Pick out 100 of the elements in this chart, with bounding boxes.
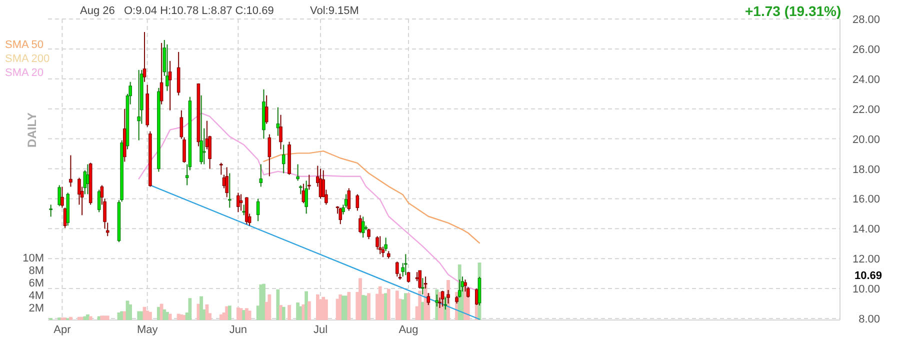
candlestick xyxy=(356,194,360,212)
line-series xyxy=(263,150,480,244)
bar xyxy=(200,296,203,320)
bar xyxy=(367,293,370,320)
legend-label: SMA 200 xyxy=(5,53,50,65)
candlestick xyxy=(418,270,422,290)
candlestick xyxy=(259,164,263,188)
bar xyxy=(188,298,192,320)
y-tick-label: 18.00 xyxy=(852,164,880,176)
candlestick xyxy=(308,174,311,190)
candlestick xyxy=(160,42,164,105)
candlestick xyxy=(256,198,260,222)
bar xyxy=(245,308,248,320)
candlestick xyxy=(225,166,228,198)
candlestick xyxy=(376,236,379,250)
candlestick xyxy=(236,192,240,213)
y-tick-label: 26.00 xyxy=(852,44,880,56)
candlestick xyxy=(220,162,223,176)
text: SMA 50 xyxy=(5,39,44,51)
bar xyxy=(288,305,291,320)
y-tick-label: 28.00 xyxy=(852,14,880,26)
y-tick-label: 12.00 xyxy=(852,254,880,266)
bar xyxy=(248,310,252,320)
bar xyxy=(162,309,166,320)
candlestick xyxy=(358,214,362,234)
x-tick-label: May xyxy=(136,324,158,336)
annotation: +1.73 (19.31%) xyxy=(745,3,842,19)
candlestick xyxy=(421,278,424,296)
y-tick-label: 10.00 xyxy=(852,284,880,296)
candlestick xyxy=(304,180,308,214)
text: O:9.04 H:10.78 L:8.87 C:10.69 xyxy=(124,5,274,17)
bar xyxy=(304,291,308,320)
bar xyxy=(347,292,351,320)
bar xyxy=(316,294,320,320)
candlestick xyxy=(245,196,248,225)
bar xyxy=(148,312,152,320)
bar xyxy=(128,304,132,320)
candlestick xyxy=(361,216,365,238)
x-tick-label: Jun xyxy=(229,324,248,336)
candlestick xyxy=(279,114,282,150)
text: 10.69 xyxy=(854,270,882,282)
candlestick xyxy=(180,110,184,140)
bar xyxy=(282,306,286,320)
candlestick xyxy=(242,204,246,216)
bar xyxy=(418,290,422,320)
text: Vol:9.15M xyxy=(310,5,359,17)
bar xyxy=(146,310,150,320)
candlestick xyxy=(406,272,410,284)
candlestick xyxy=(404,254,408,276)
candlestick xyxy=(296,164,300,182)
x-tick-label: Apr xyxy=(54,324,72,336)
bar xyxy=(307,301,311,320)
candlestick xyxy=(338,207,342,225)
candlestick xyxy=(268,134,272,177)
bar xyxy=(166,312,169,320)
candlestick xyxy=(384,237,388,252)
bar xyxy=(358,278,362,320)
bar xyxy=(106,316,110,320)
bar xyxy=(279,305,282,320)
bar xyxy=(395,290,399,320)
candlestick xyxy=(49,204,52,218)
text: DAILY xyxy=(25,112,39,148)
candlestick xyxy=(378,236,382,255)
text: Aug 26 xyxy=(80,5,115,17)
bar xyxy=(324,299,328,320)
candlestick xyxy=(347,188,351,212)
bar xyxy=(296,302,300,320)
candlestick xyxy=(166,44,169,92)
bar xyxy=(262,284,266,320)
candlestick xyxy=(97,189,101,213)
candlestick xyxy=(69,154,72,188)
candlestick xyxy=(264,94,268,124)
y2-tick-label: 2M xyxy=(28,302,44,315)
y2-tick-label: 10M xyxy=(22,252,44,265)
candlestick xyxy=(168,60,172,111)
bar xyxy=(386,288,390,320)
candlestick xyxy=(142,32,146,82)
bar xyxy=(100,316,104,320)
bar xyxy=(88,316,92,320)
bar xyxy=(69,316,72,320)
bar xyxy=(268,294,272,320)
bar xyxy=(276,289,280,320)
y-tick-label: 8.00 xyxy=(858,314,880,326)
candlestick xyxy=(282,144,286,174)
y2-tick-label: 8M xyxy=(28,265,44,278)
text: SMA 20 xyxy=(5,67,44,79)
candlestick xyxy=(200,94,203,165)
candlestick xyxy=(86,164,90,195)
candlestick xyxy=(137,69,140,141)
candlestick xyxy=(182,136,186,164)
x-tick-label: Jul xyxy=(313,324,328,336)
x-tick-label: Aug xyxy=(398,324,418,336)
y-tick-label: 24.00 xyxy=(852,74,880,86)
bar xyxy=(168,314,172,320)
y-tick-label: 20.00 xyxy=(852,134,880,146)
bar xyxy=(228,306,232,320)
candlestick xyxy=(396,261,399,278)
candlestick xyxy=(60,186,64,208)
candlestick xyxy=(367,228,370,240)
y2-tick-label: 6M xyxy=(28,278,44,290)
